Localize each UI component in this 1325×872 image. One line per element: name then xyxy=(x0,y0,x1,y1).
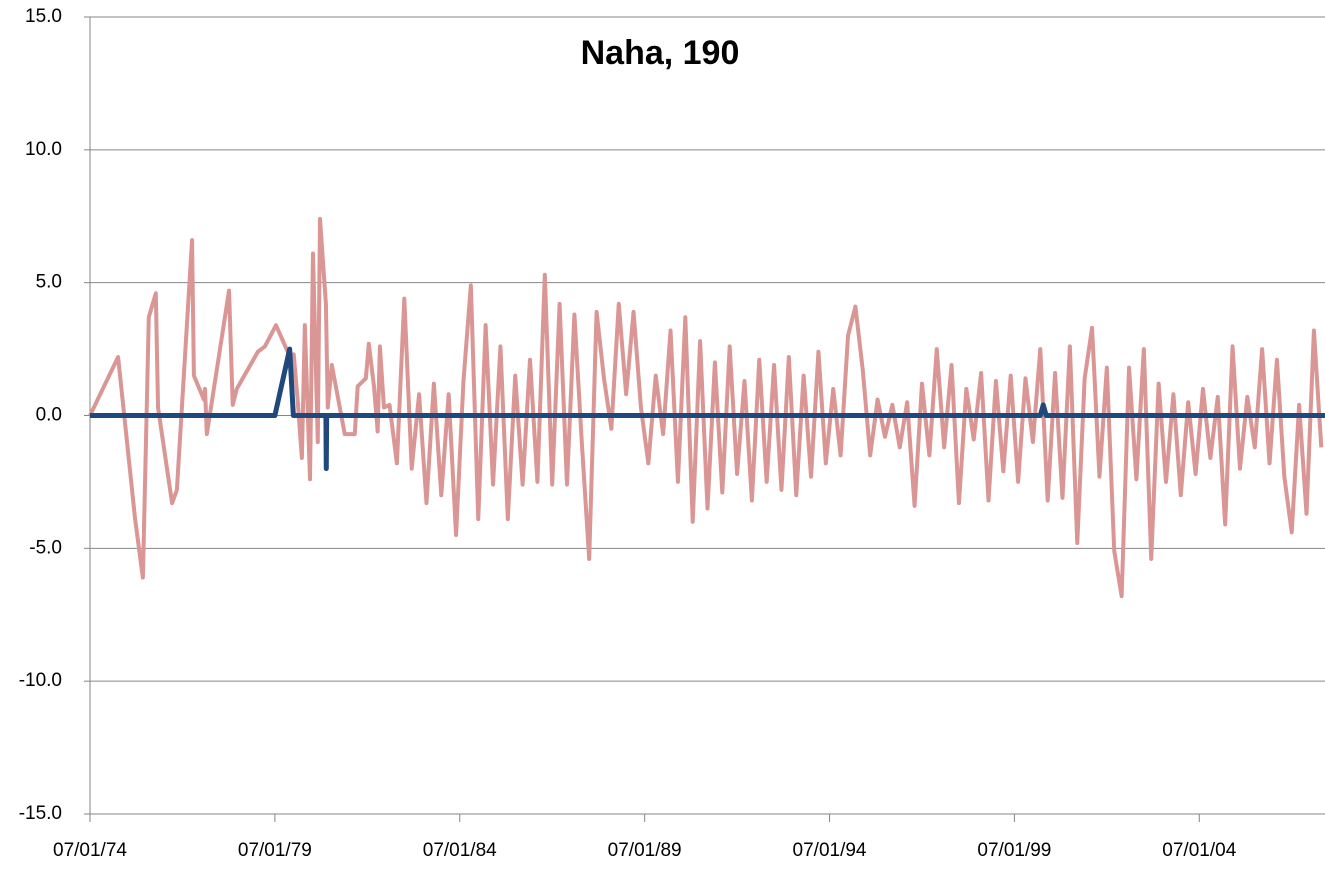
x-tick-label: 07/01/89 xyxy=(608,840,682,861)
x-tick-label: 07/01/99 xyxy=(977,840,1051,861)
line-series xyxy=(90,346,1325,472)
y-tick-label: 15.0 xyxy=(25,6,62,27)
y-tick-label: 5.0 xyxy=(36,272,62,293)
line-series xyxy=(88,216,1324,599)
x-tick-label: 07/01/04 xyxy=(1162,840,1236,861)
x-tick-label: 07/01/79 xyxy=(238,840,312,861)
y-tick-label: -10.0 xyxy=(19,670,62,691)
x-tick-label: 07/01/84 xyxy=(423,840,497,861)
y-tick-label: -5.0 xyxy=(29,537,62,558)
chart-title: Naha, 190 xyxy=(581,34,740,72)
y-tick-label: -15.0 xyxy=(19,803,62,824)
x-tick-label: 07/01/74 xyxy=(53,840,127,861)
y-tick-label: 0.0 xyxy=(36,405,62,426)
y-tick-label: 10.0 xyxy=(25,139,62,160)
x-tick-label: 07/01/94 xyxy=(793,840,867,861)
